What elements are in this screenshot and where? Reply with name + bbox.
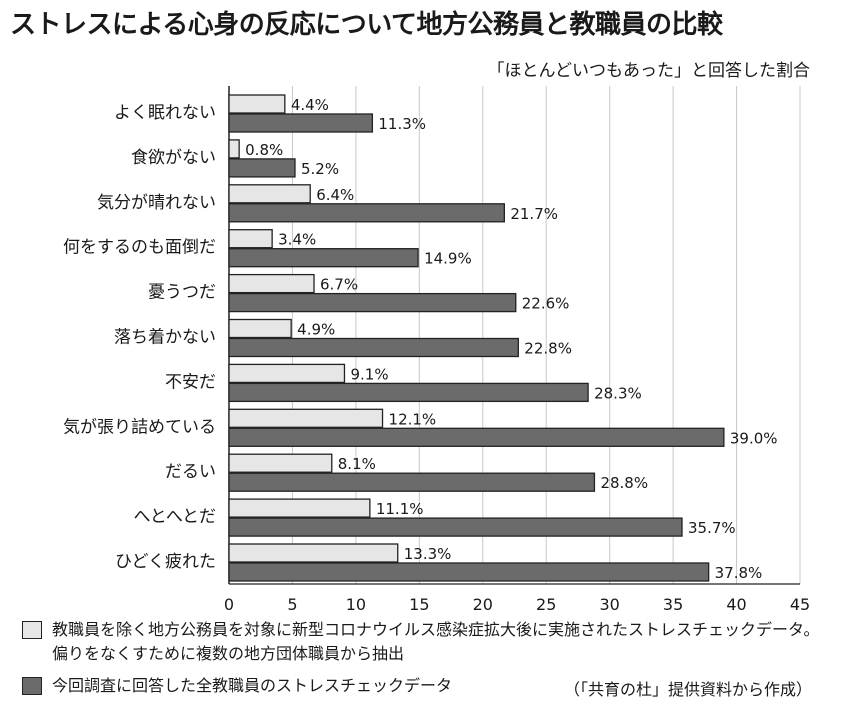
x-tick-label: 25	[536, 595, 556, 614]
bar-series1	[228, 498, 371, 518]
bar-series1	[228, 363, 346, 384]
bar-series2	[228, 472, 596, 492]
x-tick-label: 20	[473, 595, 493, 614]
x-tick-label: 5	[287, 595, 297, 614]
x-tick-label: 10	[346, 595, 366, 614]
bar-series1	[228, 453, 333, 473]
data-label: 21.7%	[510, 205, 558, 223]
data-label: 37.8%	[715, 564, 763, 582]
x-tick-label: 40	[726, 595, 746, 614]
legend-item-series1: 教職員を除く地方公務員を対象に新型コロナウイルス感染症拡大後に実施されたストレス…	[22, 618, 822, 666]
legend-swatch-series1	[22, 621, 42, 639]
bar-series1	[228, 318, 292, 339]
bar-series2	[228, 427, 725, 447]
bar-series1	[228, 273, 315, 294]
data-label: 3.4%	[278, 231, 316, 249]
bar-series1	[228, 229, 273, 249]
bar-series2	[228, 113, 374, 133]
data-label: 0.8%	[245, 141, 283, 159]
data-label: 6.7%	[320, 276, 358, 294]
bar-series2	[228, 382, 589, 403]
bar-series2	[228, 517, 683, 537]
data-label: 9.1%	[350, 365, 388, 383]
category-label: 気分が晴れない	[97, 193, 216, 213]
category-label: 食欲がない	[131, 148, 216, 168]
data-label: 22.6%	[522, 295, 570, 313]
x-tick-label: 35	[663, 595, 683, 614]
legend-swatch-series2	[22, 677, 42, 695]
bar-series2	[228, 292, 517, 313]
data-label: 28.8%	[600, 474, 648, 492]
bar-series1	[228, 543, 399, 563]
data-label: 35.7%	[688, 519, 736, 537]
data-label: 4.4%	[291, 96, 329, 114]
bar-series1	[228, 408, 384, 428]
bar-series1	[228, 184, 311, 204]
x-tick-label: 30	[599, 595, 619, 614]
data-label: 4.9%	[297, 321, 335, 339]
category-label: 何をするのも面倒だ	[63, 238, 216, 258]
category-label: 気が張り詰めている	[63, 417, 216, 437]
bar-series1	[228, 139, 240, 159]
data-label: 6.4%	[316, 186, 354, 204]
x-tick-label: 15	[409, 595, 429, 614]
data-label: 13.3%	[404, 545, 452, 563]
x-tick-label: 0	[224, 595, 234, 614]
data-label: 22.8%	[524, 340, 572, 358]
data-label: 39.0%	[730, 429, 778, 447]
category-label: へとへとだ	[134, 507, 216, 527]
category-label: 憂うつだ	[148, 283, 216, 303]
bar-series2	[228, 337, 519, 358]
category-label: 不安だ	[165, 372, 216, 392]
bar-series2	[228, 203, 505, 223]
data-label: 14.9%	[424, 250, 472, 268]
category-label: ひどく疲れた	[115, 552, 216, 572]
category-label: だるい	[165, 462, 216, 482]
legend-label-series1: 教職員を除く地方公務員を対象に新型コロナウイルス感染症拡大後に実施されたストレス…	[52, 620, 820, 663]
chart-subtitle: 「ほとんどいつもあった」と回答した割合	[487, 61, 811, 81]
bar-series2	[228, 562, 710, 582]
data-label: 11.1%	[376, 500, 424, 518]
category-label: よく眠れない	[114, 103, 216, 123]
chart-title: ストレスによる心身の反応について地方公務員と教職員の比較	[10, 10, 723, 40]
data-label: 28.3%	[594, 384, 642, 402]
bar-series2	[228, 158, 296, 178]
data-label: 12.1%	[389, 410, 437, 428]
bar-series1	[228, 94, 286, 114]
bar-series2	[228, 248, 419, 268]
x-tick-label: 45	[790, 595, 810, 614]
category-label: 落ち着かない	[114, 328, 216, 348]
legend-label-series2: 今回調査に回答した全教職員のストレスチェックデータ	[52, 676, 453, 695]
source-note: （「共育の杜」提供資料から作成）	[563, 680, 812, 699]
data-label: 8.1%	[338, 455, 376, 473]
data-label: 5.2%	[301, 160, 339, 178]
legend-item-series2: 今回調査に回答した全教職員のストレスチェックデータ	[22, 674, 572, 698]
data-label: 11.3%	[378, 115, 426, 133]
